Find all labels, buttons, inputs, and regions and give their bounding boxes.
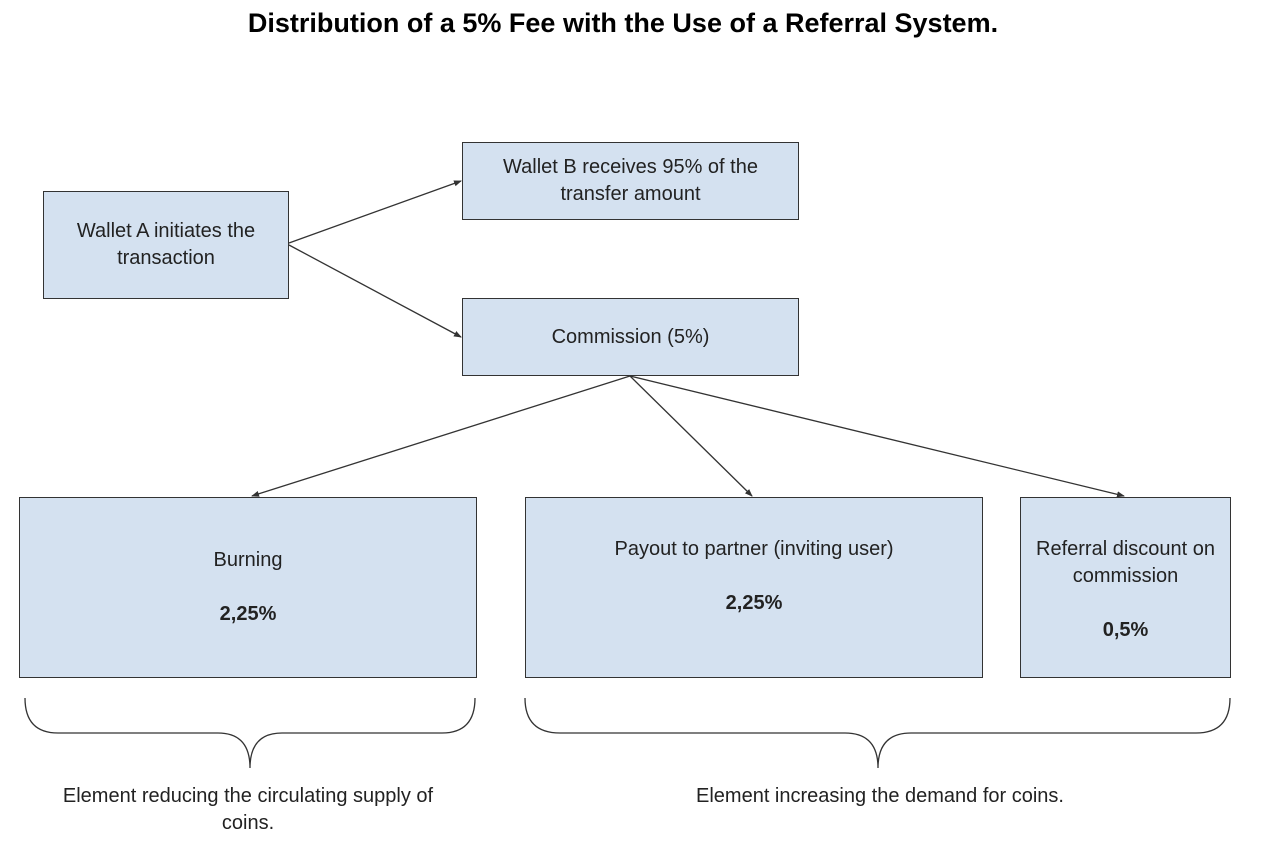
caption-supply: Element reducing the circulating supply … bbox=[62, 785, 434, 834]
referral-value: 0,5% bbox=[1102, 619, 1149, 641]
referral-label: Referral discount on commission bbox=[1036, 538, 1215, 587]
arrow-commission-to-payout bbox=[629, 375, 753, 497]
commission-box: Commission (5%) bbox=[462, 298, 799, 376]
payout-label: Payout to partner (inviting user) bbox=[614, 538, 894, 560]
caption-demand: Element increasing the demand for coins. bbox=[696, 785, 1064, 807]
arrow-wallet-a-to-wallet-b bbox=[288, 180, 462, 244]
burning-value: 2,25% bbox=[219, 603, 277, 625]
brace-demand bbox=[524, 697, 1231, 769]
burning-label: Burning bbox=[213, 549, 283, 571]
brace-supply bbox=[24, 697, 476, 769]
arrow-commission-to-burning bbox=[251, 375, 631, 497]
wallet-a-label: Wallet A initiates the transaction bbox=[76, 220, 256, 269]
commission-label: Commission (5%) bbox=[551, 325, 710, 348]
arrow-commission-to-referral bbox=[629, 375, 1125, 498]
payout-box: Payout to partner (inviting user) 2,25% bbox=[525, 497, 983, 678]
payout-value: 2,25% bbox=[725, 592, 783, 614]
wallet-b-label: Wallet B receives 95% of the transfer am… bbox=[503, 156, 758, 205]
burning-box: Burning 2,25% bbox=[19, 497, 477, 678]
wallet-a-box: Wallet A initiates the transaction bbox=[43, 191, 289, 299]
referral-box: Referral discount on commission 0,5% bbox=[1020, 497, 1231, 678]
diagram-title: Distribution of a 5% Fee with the Use of… bbox=[247, 8, 999, 38]
arrow-wallet-a-to-commission bbox=[288, 244, 462, 338]
wallet-b-box: Wallet B receives 95% of the transfer am… bbox=[462, 142, 799, 220]
